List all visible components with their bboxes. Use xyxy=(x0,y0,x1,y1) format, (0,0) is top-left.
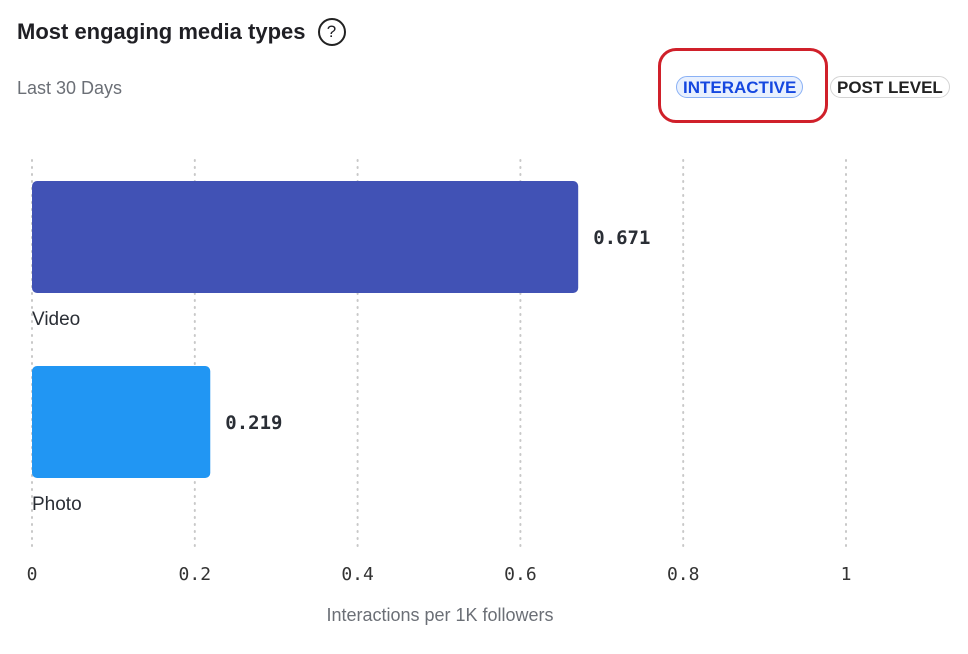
highlight-annotation xyxy=(658,48,828,123)
x-tick-label: 0.6 xyxy=(504,564,537,585)
x-tick-label: 0.4 xyxy=(341,564,374,585)
interactive-toggle[interactable]: INTERACTIVE xyxy=(676,76,804,98)
category-label: Video xyxy=(32,309,80,330)
x-tick-label: 1 xyxy=(841,564,852,585)
post-level-toggle[interactable]: POST LEVEL xyxy=(830,76,950,98)
x-tick-label: 0.8 xyxy=(667,564,700,585)
chart-title: Most engaging media types? xyxy=(17,18,346,46)
title-text: Most engaging media types xyxy=(17,19,306,44)
date-range-label: Last 30 Days xyxy=(17,78,123,98)
category-label: Photo xyxy=(32,494,82,515)
data-label: 0.671 xyxy=(593,227,650,249)
x-tick-label: 0 xyxy=(27,564,38,585)
x-axis-label: Interactions per 1K followers xyxy=(326,605,554,625)
data-label: 0.219 xyxy=(225,412,282,434)
bar-photo[interactable] xyxy=(32,366,211,478)
bar-video[interactable] xyxy=(32,181,579,293)
x-tick-label: 0.2 xyxy=(179,564,212,585)
question-circle-icon[interactable]: ? xyxy=(317,18,346,46)
